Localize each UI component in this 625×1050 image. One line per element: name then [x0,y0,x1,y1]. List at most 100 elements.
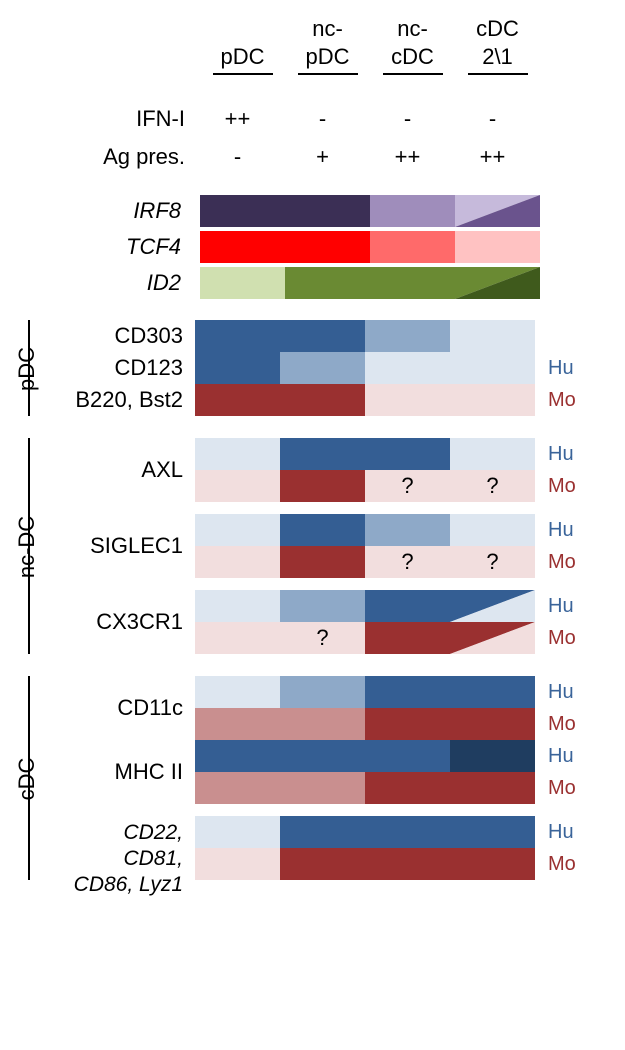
marker-cell [450,740,535,772]
tf-cell [285,231,370,263]
marker-cell [450,676,535,708]
marker-cell [450,438,535,470]
functional-cell: ++ [365,144,450,170]
marker-cell [365,590,450,622]
marker-row [195,590,535,622]
cell-text: ? [316,625,328,651]
cell-text: ? [486,473,498,499]
cell-text: ? [401,473,413,499]
marker-entry: CD11cHuMo [0,676,625,740]
tf-row [200,231,540,263]
marker-cell [195,772,280,804]
marker-cell [195,470,280,502]
marker-cell [280,676,365,708]
marker-cell [450,352,535,384]
marker-row [195,772,535,804]
marker-cell [365,772,450,804]
tf-row [200,195,540,227]
functional-rows: IFN-I++---Ag pres.-+++++ [0,100,625,176]
column-header: cDC2\1 [455,15,540,75]
marker-row: ?? [195,546,535,578]
marker-group: AXLHuMo?? SIGLEC1HuMo?? CX3CR1HuMo? nc-DC [0,438,625,654]
tf-cell [370,231,455,263]
marker-block: CX3CR1HuMo? [0,590,625,654]
functional-cell: - [195,144,280,170]
figure: pDCnc-pDCnc-cDCcDC2\1 IFN-I++---Ag pres.… [0,0,625,1050]
marker-cell [280,708,365,740]
marker-cell: ? [280,622,365,654]
marker-cell [365,676,450,708]
functional-cell: - [280,106,365,132]
marker-entry: CD123Hu [0,352,625,384]
species-label: Mo [548,772,576,804]
tf-label: TCF4 [0,231,195,263]
marker-block: SIGLEC1HuMo?? [0,514,625,578]
marker-cell [365,352,450,384]
marker-cell [195,708,280,740]
marker-cell [280,514,365,546]
species-label: Hu [548,816,574,848]
tf-heatmap [200,195,540,303]
marker-cell [195,514,280,546]
group-label: cDC [14,756,40,802]
marker-cell [195,676,280,708]
marker-cell [365,514,450,546]
marker-cell: ? [450,470,535,502]
marker-cell [195,816,280,848]
marker-cell [450,514,535,546]
marker-cell [280,320,365,352]
marker-cell [450,772,535,804]
marker-cell [365,384,450,416]
marker-cell [450,708,535,740]
species-label: Hu [548,740,574,772]
marker-block: AXLHuMo?? [0,438,625,502]
marker-cell [450,622,535,654]
marker-block: CD303CD123HuB220, Bst2Mo [0,320,625,416]
marker-cell [280,438,365,470]
species-label: Mo [548,470,576,502]
marker-cell [450,320,535,352]
species-label: Hu [548,676,574,708]
group-label: nc-DC [14,512,40,582]
marker-cell [195,438,280,470]
marker-cell [365,320,450,352]
marker-block: CD11cHuMoMHC IIHuMo [0,676,625,804]
tf-cell [200,267,285,299]
marker-cell [195,848,280,880]
marker-area: CD303CD123HuB220, Bst2MopDC AXLHuMo?? SIGL… [0,320,625,920]
group-label: pDC [14,346,40,392]
marker-cell [195,546,280,578]
marker-row [195,848,535,880]
marker-row [195,816,535,848]
species-label: Mo [548,708,576,740]
tf-row [200,267,540,299]
marker-cell [195,352,280,384]
tf-cell [455,231,540,263]
column-headers: pDCnc-pDCnc-cDCcDC2\1 [200,15,540,75]
marker-cell [195,740,280,772]
marker-cell [280,590,365,622]
marker-cell [365,816,450,848]
marker-entry: CD303 [0,320,625,352]
species-label: Hu [548,590,574,622]
marker-cell [280,470,365,502]
tf-cell [285,267,370,299]
marker-entry: AXLHuMo?? [0,438,625,502]
marker-cell [365,622,450,654]
functional-cell: ++ [450,144,535,170]
marker-cell [450,590,535,622]
functional-cell: ++ [195,106,280,132]
species-label: Mo [548,384,576,416]
marker-row [195,676,535,708]
marker-cell [280,384,365,416]
marker-cell: ? [450,546,535,578]
marker-block: CD22,CD81,CD86, Lyz1HuMo [0,816,625,898]
marker-entry: CD22,CD81,CD86, Lyz1HuMo [0,816,625,898]
functional-cell: - [450,106,535,132]
marker-row [195,320,535,352]
marker-row: ?? [195,470,535,502]
tf-cell [370,195,455,227]
marker-cell [280,352,365,384]
marker-cell [280,772,365,804]
marker-cell [195,384,280,416]
